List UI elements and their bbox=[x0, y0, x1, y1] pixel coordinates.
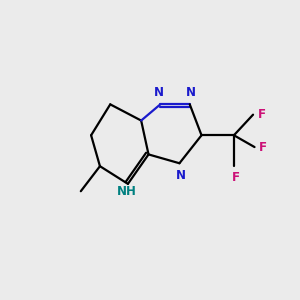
Text: N: N bbox=[186, 86, 196, 99]
Text: F: F bbox=[231, 171, 239, 184]
Text: NH: NH bbox=[116, 185, 136, 198]
Text: F: F bbox=[259, 141, 267, 154]
Text: N: N bbox=[154, 86, 164, 99]
Text: N: N bbox=[176, 169, 186, 182]
Text: F: F bbox=[257, 108, 266, 121]
